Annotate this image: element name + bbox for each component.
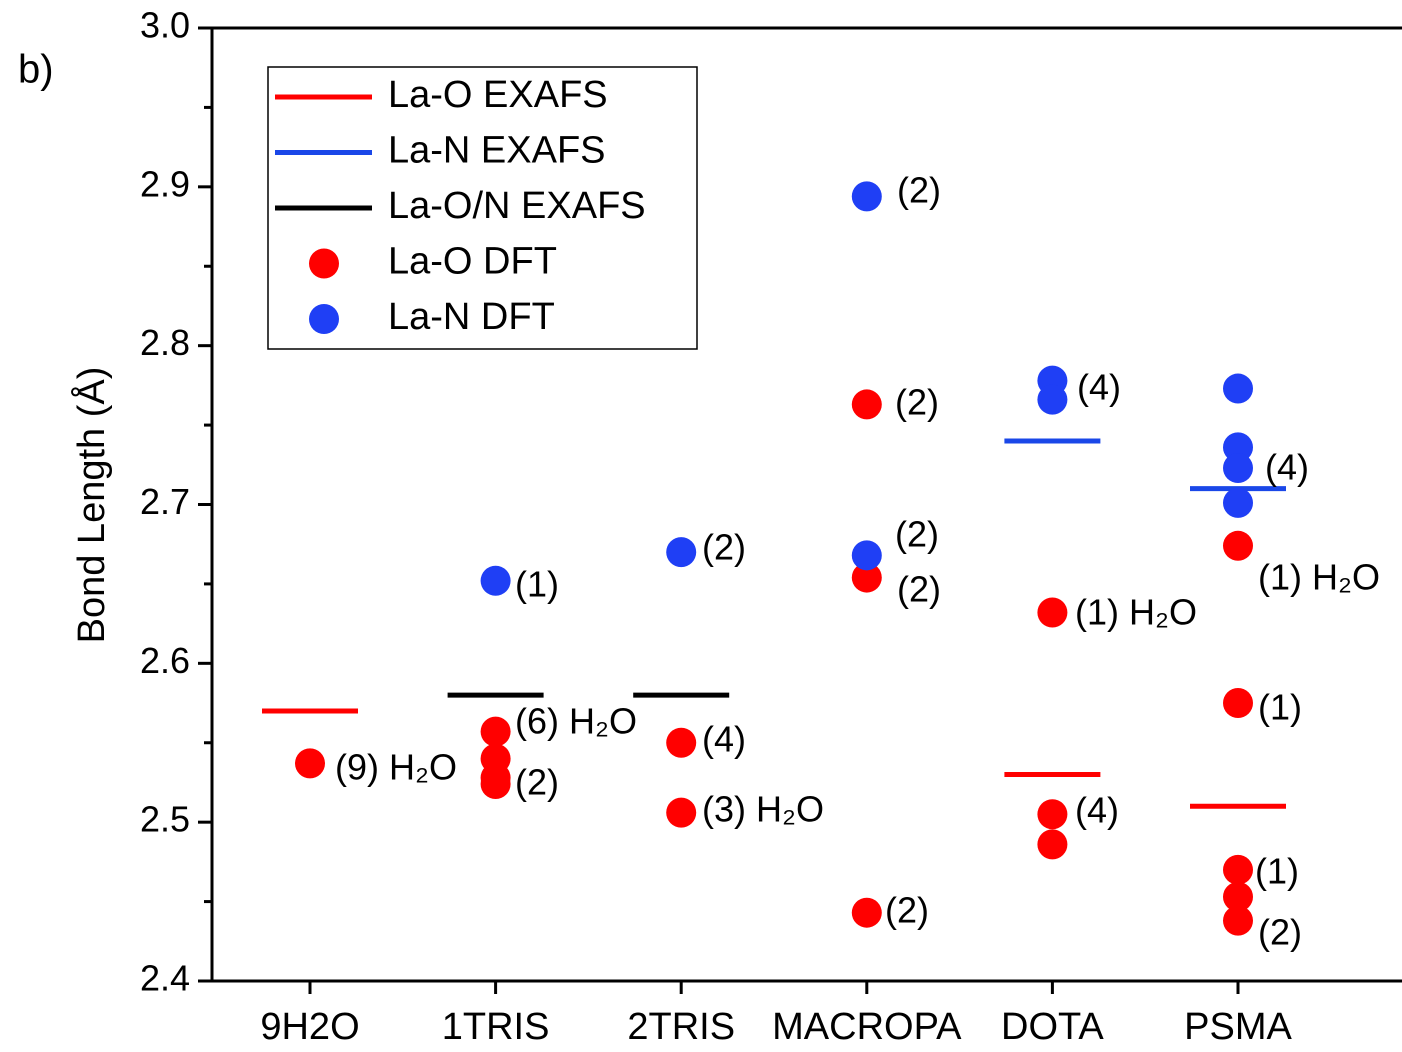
annotation: (2) (702, 527, 746, 568)
annotation: (1) (1255, 851, 1299, 892)
annotation: (1) (515, 564, 559, 605)
annotation: (2) (897, 569, 941, 610)
y-tick-label: 2.9 (140, 163, 190, 204)
dft-point (1037, 829, 1068, 860)
x-tick-label: PSMA (1184, 1006, 1292, 1048)
y-tick-label: 2.7 (140, 481, 190, 522)
y-tick-label: 2.4 (140, 958, 190, 999)
legend-label: La-O DFT (388, 241, 557, 283)
annotation: (2) (885, 890, 929, 931)
dft-point (1223, 530, 1253, 561)
dft-point (1223, 905, 1253, 936)
x-tick-label: DOTA (1001, 1006, 1104, 1048)
legend-label: La-N EXAFS (388, 130, 606, 172)
dft-point (851, 389, 882, 420)
dft-point (851, 562, 882, 593)
y-tick-label: 2.8 (140, 322, 190, 363)
dft-point (666, 537, 697, 568)
dft-point (666, 797, 697, 828)
annotation: (6) H₂O (515, 701, 637, 742)
dft-point (1223, 373, 1253, 404)
dft-point (1223, 881, 1253, 912)
annotation: (4) (1077, 367, 1121, 408)
annotation: (1) H₂O (1075, 592, 1197, 633)
dft-point (295, 748, 325, 779)
x-tick-label: 2TRIS (627, 1006, 735, 1048)
y-tick-label: 3.0 (140, 5, 190, 46)
dft-point (1037, 384, 1068, 415)
dft-point (1223, 688, 1253, 719)
legend-label: La-O/N EXAFS (388, 185, 646, 227)
legend-swatch (309, 248, 339, 279)
dft-point (480, 565, 511, 596)
y-tick-label: 2.6 (140, 640, 190, 681)
annotation: (3) H₂O (702, 789, 824, 830)
x-tick-label: 9H2O (260, 1006, 359, 1048)
dft-point (1223, 432, 1253, 463)
dft-point (1223, 854, 1253, 885)
dft-point (851, 540, 882, 571)
annotation: (2) (515, 762, 559, 803)
annotation: (2) (897, 170, 941, 211)
legend-swatch (309, 304, 339, 334)
dft-point (480, 716, 511, 747)
x-tick-label: 1TRIS (442, 1006, 550, 1048)
annotation: (4) (1075, 790, 1119, 831)
y-tick-label: 2.5 (140, 799, 190, 840)
annotation: (2) (895, 382, 939, 423)
annotation: (2) (1258, 912, 1302, 953)
annotation: (2) (895, 514, 939, 555)
dft-point (1223, 452, 1253, 483)
panel-label: b) (18, 48, 54, 92)
dft-point (1037, 799, 1068, 830)
annotation: (9) H₂O (335, 747, 457, 788)
legend-label: La-O EXAFS (388, 74, 608, 116)
annotation: (4) (1265, 447, 1309, 488)
annotation: (1) (1258, 687, 1302, 728)
dft-point (1223, 487, 1253, 518)
dft-point (480, 769, 511, 800)
legend-label: La-N DFT (388, 296, 555, 338)
dft-point (851, 181, 882, 212)
dft-point (851, 897, 882, 928)
x-tick-label: MACROPA (772, 1006, 962, 1048)
y-axis-label: Bond Length (Å) (69, 367, 113, 644)
dft-point (1037, 597, 1068, 628)
annotation: (4) (702, 719, 746, 760)
dft-point (666, 727, 697, 758)
annotation: (1) H₂O (1258, 557, 1380, 598)
